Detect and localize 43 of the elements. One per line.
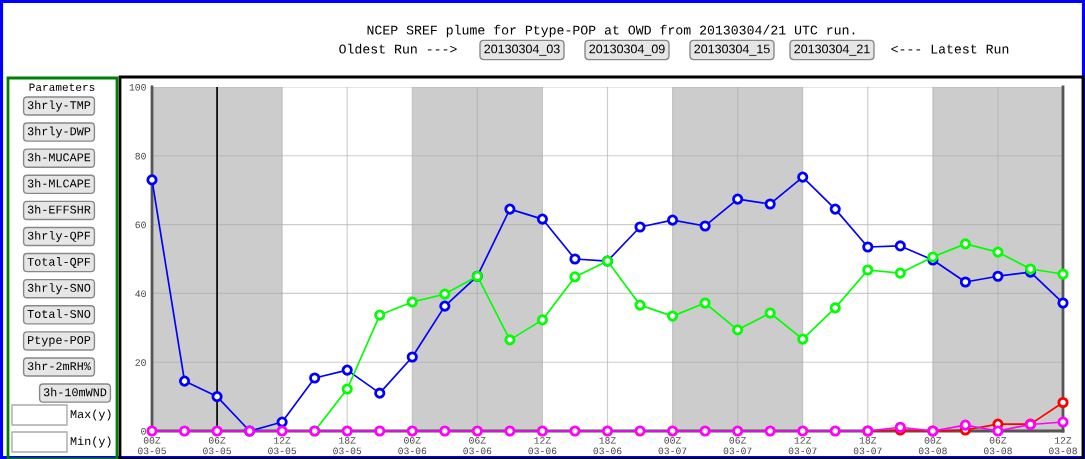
text: 3h-MLCAPE (27, 178, 91, 188)
y-tick-label: 0 (141, 428, 146, 435)
text: 3hrly-SNO (27, 283, 91, 295)
x-tick-label: 06Z 03-06 (463, 437, 492, 455)
text: 20130304_09 (589, 44, 665, 56)
x-tick-label: 12Z 03-06 (528, 437, 557, 455)
text: 3hrly-DWP (27, 126, 91, 138)
text: <--- Latest Run (891, 44, 1009, 54)
text: 3h-MUCAPE (27, 152, 91, 162)
text: Max(y) (70, 409, 111, 421)
text: Oldest Run ---> (339, 43, 457, 54)
text: 20130304_21 (794, 44, 870, 56)
text: 3hr-2mRH% (27, 361, 91, 371)
x-tick-label: 18Z 03-06 (593, 437, 622, 455)
x-tick-label: 06Z 03-05 (203, 437, 232, 455)
text: Total-QPF (27, 257, 91, 268)
y-tick-label: 100 (129, 84, 146, 91)
x-tick-label: 06Z 03-08 (983, 437, 1012, 455)
text: 3h-EFFSHR (27, 204, 91, 214)
text: 3hrly-QPF (27, 231, 91, 242)
x-tick-label: 18Z 03-05 (333, 437, 362, 455)
text: Min(y) (70, 436, 111, 448)
y-tick-label: 80 (135, 152, 146, 160)
x-tick-label: 00Z 03-06 (398, 437, 427, 455)
text: 3h-10mWND (43, 387, 107, 397)
text: Total-SNO (27, 309, 91, 318)
text: 3hrly-TMP (27, 100, 91, 112)
x-tick-label: 00Z 03-08 (918, 437, 947, 455)
y-tick-label: 20 (135, 359, 146, 366)
x-tick-label: 00Z 03-05 (138, 437, 166, 455)
text: 20130304_15 (694, 44, 770, 56)
text: Ptype-POP (28, 336, 91, 347)
text: 20130304_03 (484, 44, 560, 56)
x-tick-label: 12Z 03-08 (1049, 437, 1077, 455)
x-tick-label: 18Z 03-07 (853, 437, 882, 455)
text: Parameters (29, 83, 95, 91)
y-tick-label: 40 (135, 290, 146, 298)
x-tick-label: 12Z 03-07 (788, 437, 817, 455)
x-tick-label: 00Z 03-07 (658, 437, 687, 455)
chart-title: NCEP SREF plume for Ptype-POP at OWD from 20130304/21 UTC run. (367, 24, 855, 38)
y-tick-label: 60 (135, 221, 146, 229)
x-tick-label: 12Z 03-05 (268, 437, 297, 455)
x-tick-label: 06Z 03-07 (723, 437, 752, 455)
